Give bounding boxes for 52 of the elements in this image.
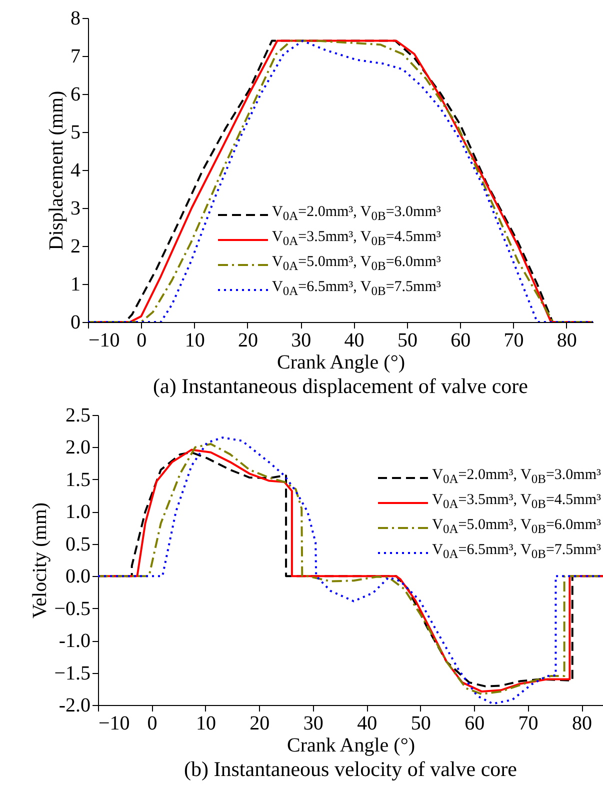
- x-tick-label: 50: [410, 712, 431, 734]
- legend-label: V$_{0A}$=5.0mm³, V$_{0B}$=6.0mm³: [432, 516, 601, 538]
- legend-label: V$_{0A}$=5.0mm³, V$_{0B}$=6.0mm³: [272, 253, 441, 275]
- y-tick-label: 4: [70, 160, 80, 182]
- y-tick-label: 0.0: [66, 566, 90, 588]
- y-axis-title: Displacement (mm): [46, 90, 68, 250]
- legend-label: V$_{0A}$=6.5mm³, V$_{0B}$=7.5mm³: [272, 278, 441, 300]
- y-tick-label: -1.0: [58, 630, 90, 652]
- x-tick-label: 60: [464, 712, 485, 734]
- x-tick-label: 20: [250, 712, 270, 734]
- y-tick-label: 3: [70, 198, 80, 220]
- y-tick-label: 7: [70, 46, 80, 68]
- y-tick-label: 5: [70, 122, 80, 144]
- x-axis-title: Crank Angle (°): [287, 734, 415, 756]
- x-tick-label: 30: [303, 712, 324, 734]
- x-tick-label: 30: [291, 330, 312, 352]
- y-tick-label: 8: [70, 8, 80, 30]
- x-tick-label: 80: [556, 330, 577, 352]
- x-tick-label: −10: [88, 330, 120, 352]
- legend-label: V$_{0A}$=6.5mm³, V$_{0B}$=7.5mm³: [432, 541, 601, 563]
- y-tick-label: 1.5: [66, 468, 90, 491]
- y-tick-label: −0.5: [54, 598, 90, 620]
- x-tick-label: 10: [184, 330, 205, 352]
- x-tick-label: 20: [238, 330, 258, 352]
- x-tick-label: 0: [136, 330, 147, 352]
- legend-label: V$_{0A}$=2.0mm³, V$_{0B}$=3.0mm³: [432, 466, 601, 488]
- x-tick-label: 0: [147, 712, 158, 734]
- x-tick-label: 50: [397, 330, 418, 352]
- y-axis-title: Velocity (mm): [29, 502, 52, 619]
- y-tick-label: 0: [70, 312, 80, 334]
- x-tick-label: 40: [344, 330, 364, 352]
- x-tick-label: 40: [357, 712, 378, 734]
- legend-label: V$_{0A}$=3.5mm³, V$_{0B}$=4.5mm³: [432, 491, 601, 513]
- y-tick-label: −1.5: [54, 662, 90, 684]
- x-tick-label: 10: [196, 712, 216, 734]
- legend-label: V$_{0A}$=3.5mm³, V$_{0B}$=4.5mm³: [272, 228, 441, 250]
- y-tick-label: 1.0: [66, 501, 90, 524]
- x-tick-label: 60: [450, 330, 471, 352]
- y-tick-label: 6: [70, 84, 80, 106]
- y-tick-label: 2: [70, 236, 80, 258]
- y-tick-label: 1: [70, 274, 80, 296]
- x-tick-label: 70: [504, 330, 524, 352]
- y-tick-label: 2.0: [66, 436, 90, 459]
- text: (b) Instantaneous velocity of valve core: [184, 757, 517, 781]
- legend-label: V$_{0A}$=2.0mm³, V$_{0B}$=3.0mm³: [272, 203, 441, 225]
- x-tick-label: −10: [98, 712, 130, 734]
- y-tick-label: -2.0: [58, 694, 90, 716]
- y-tick-label: 2.5: [66, 404, 90, 426]
- y-tick-label: 0.5: [66, 533, 90, 556]
- x-axis-title: Crank Angle (°): [277, 352, 405, 374]
- x-tick-label: 80: [572, 712, 592, 734]
- x-tick-label: 70: [518, 712, 538, 734]
